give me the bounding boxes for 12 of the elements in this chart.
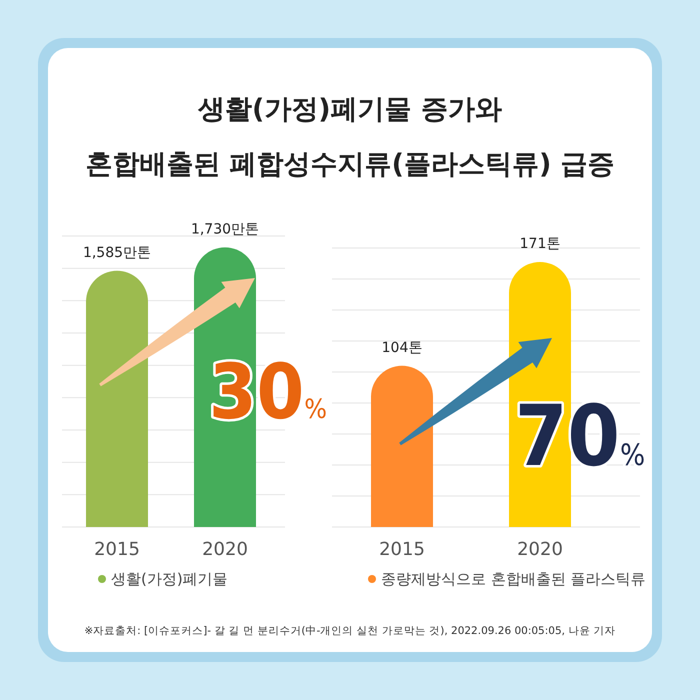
- x-tick-label: 2015: [94, 539, 140, 560]
- x-tick-label: 2020: [517, 539, 563, 560]
- legend-label: 생활(가정)폐기물: [111, 570, 228, 588]
- x-tick-label: 2015: [379, 539, 425, 560]
- legend-label: 종량제방식으로 혼합배출된 플라스틱류: [381, 570, 646, 588]
- text: 생활(가정)폐기물 증가와 혼합배출된 폐합성수지류(플라스틱류) 급증: [85, 94, 615, 180]
- x-tick-label: 2020: [202, 539, 248, 560]
- data-label: 1,730만톤: [190, 221, 260, 238]
- data-label: 104톤: [382, 340, 422, 356]
- text: ※자료출처: [이슈포커스]- 갈 길 먼 분리수거(中-개인의 실천 가로막는 것), 2022.09.26 00:05:05, 나윤 기자: [84, 624, 616, 637]
- data-label: 171톤: [520, 236, 560, 252]
- data-label: 1,585만톤: [82, 244, 152, 261]
